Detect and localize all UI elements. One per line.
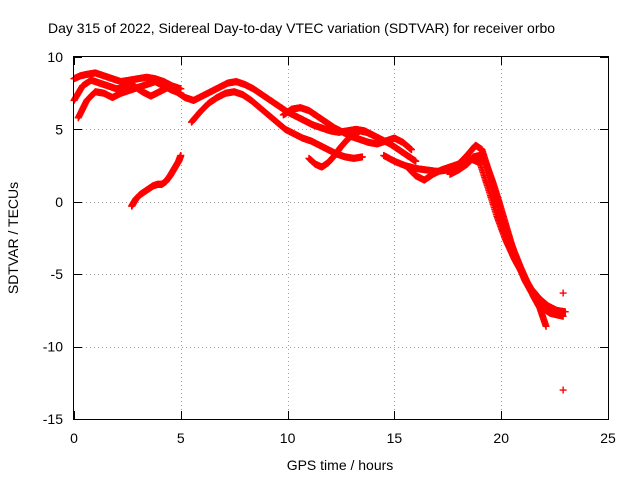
x-axis-ticks: 0 5 10 15 20 25: [70, 57, 616, 446]
y-tick-label: 0: [55, 194, 63, 210]
series-track-f: [187, 88, 366, 162]
data-point: [542, 322, 550, 330]
x-tick-label: 20: [493, 430, 509, 446]
series-outliers: [559, 289, 567, 394]
data-point: [407, 146, 415, 154]
plot-area-border: [73, 56, 609, 420]
y-axis-ticks: -15 -10 -5 0 5 10: [43, 49, 608, 427]
data-point: [559, 386, 567, 394]
chart-title: Day 315 of 2022, Sidereal Day-to-day VTE…: [48, 20, 555, 36]
data-point: [358, 153, 366, 161]
y-axis-label: SDTVAR / TECUs: [5, 182, 21, 294]
x-tick-label: 0: [70, 430, 78, 446]
x-tick-label: 15: [387, 430, 403, 446]
grid: [74, 57, 608, 419]
y-tick-label: -5: [51, 266, 64, 282]
data-point: [177, 89, 185, 97]
series-track-i: [380, 151, 569, 316]
data-point: [369, 131, 377, 139]
y-tick-label: -15: [43, 411, 63, 427]
y-tick-label: 5: [55, 121, 63, 137]
series-track-k: [446, 151, 567, 320]
series-track-h: [305, 127, 377, 171]
series-track-c: [74, 78, 185, 122]
series-track-d: [128, 151, 185, 210]
x-tick-label: 10: [280, 430, 296, 446]
data-point: [561, 308, 569, 316]
y-tick-label: 10: [47, 49, 63, 65]
y-tick-label: -10: [43, 339, 63, 355]
x-tick-label: 25: [600, 430, 616, 446]
data-point: [177, 151, 185, 159]
series-track-e: [181, 78, 420, 165]
x-axis-label: GPS time / hours: [287, 457, 394, 473]
data-point: [559, 312, 567, 320]
data-point: [412, 157, 420, 165]
series-track-a: [70, 69, 185, 93]
data-point: [559, 289, 567, 297]
x-tick-label: 5: [177, 430, 185, 446]
data-points: [70, 69, 569, 394]
